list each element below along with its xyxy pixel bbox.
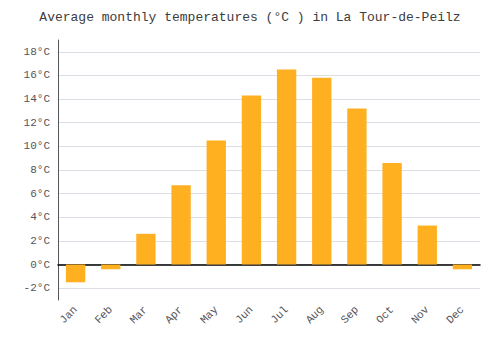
svg-text:2°C: 2°C [30, 235, 50, 247]
svg-text:18°C: 18°C [24, 46, 51, 58]
svg-text:12°C: 12°C [24, 117, 51, 129]
svg-text:May: May [198, 303, 221, 326]
svg-text:Sep: Sep [339, 304, 361, 326]
svg-text:8°C: 8°C [30, 164, 50, 176]
svg-text:6°C: 6°C [30, 188, 50, 200]
svg-text:Dec: Dec [444, 304, 466, 326]
svg-text:Jan: Jan [57, 304, 79, 326]
svg-text:Aug: Aug [304, 304, 326, 326]
svg-text:Average monthly temperatures (: Average monthly temperatures (°C ) in La… [39, 10, 460, 25]
svg-text:Mar: Mar [128, 304, 150, 326]
svg-text:0°C: 0°C [30, 259, 50, 271]
svg-text:14°C: 14°C [24, 93, 51, 105]
svg-text:Oct: Oct [374, 304, 396, 326]
svg-text:16°C: 16°C [24, 69, 51, 81]
svg-text:4°C: 4°C [30, 211, 50, 223]
svg-text:Jul: Jul [268, 304, 290, 326]
svg-text:Feb: Feb [93, 304, 115, 326]
svg-text:-2°C: -2°C [24, 282, 51, 294]
svg-text:Apr: Apr [163, 304, 185, 326]
svg-text:Nov: Nov [409, 303, 432, 326]
svg-text:Jun: Jun [233, 304, 255, 326]
svg-text:10°C: 10°C [24, 140, 51, 152]
